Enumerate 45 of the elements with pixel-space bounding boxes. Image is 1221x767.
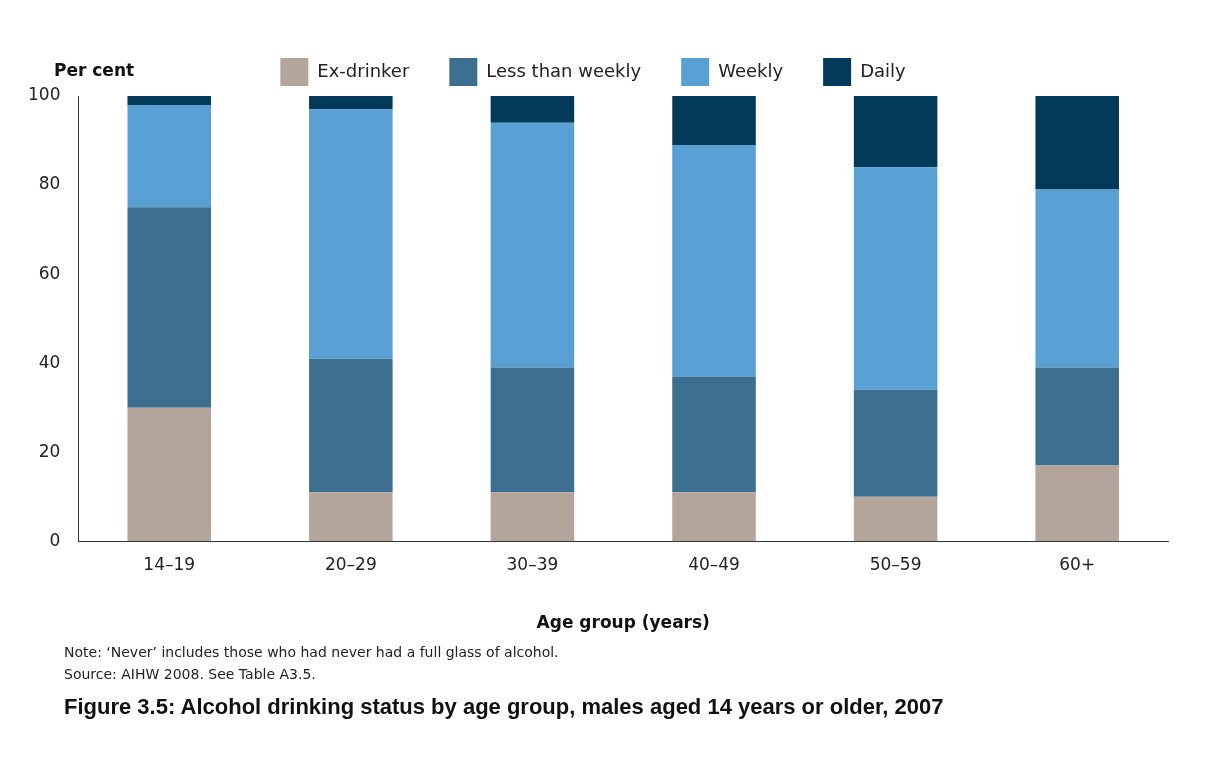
x-tick-label: 14–19	[143, 553, 196, 574]
bar	[127, 96, 212, 105]
bar	[309, 109, 393, 359]
bar	[1035, 465, 1119, 542]
y-tick-label: 40	[38, 351, 61, 372]
legend-label: Less than weekly	[486, 59, 642, 81]
bar	[490, 492, 575, 542]
bar	[672, 376, 756, 493]
bar	[672, 144, 756, 377]
legend-label: Weekly	[718, 59, 784, 81]
bar	[309, 96, 393, 110]
text: Figure 3.5: Alcohol drinking status by age group, males aged 14 years or older, 2007	[64, 694, 945, 720]
legend-label: Daily	[860, 59, 907, 81]
x-tick-label: 20–29	[324, 553, 377, 574]
bar	[853, 496, 938, 542]
bar	[853, 167, 938, 390]
bar	[309, 358, 393, 493]
bar	[672, 96, 756, 145]
bar	[1035, 96, 1119, 190]
bar	[490, 122, 575, 368]
y-axis-title: Per cent	[54, 59, 135, 80]
bar	[127, 407, 212, 542]
bar	[127, 104, 212, 208]
y-tick-label: 60	[38, 262, 61, 283]
bar	[127, 207, 212, 408]
bar	[490, 96, 575, 123]
y-tick-label: 0	[49, 529, 61, 550]
x-tick-label: 60+	[1059, 553, 1096, 574]
bar	[853, 389, 938, 497]
x-tick-label: 50–59	[869, 553, 922, 574]
x-axis-title: Age group (years)	[536, 612, 710, 633]
bar	[490, 367, 575, 493]
bar	[672, 492, 756, 542]
bar	[1035, 367, 1119, 466]
x-tick-label: 30–39	[506, 553, 559, 574]
source-note: Source: AIHW 2008. See Table A3.5.	[64, 666, 317, 682]
bar	[1035, 189, 1119, 368]
y-tick-label: 100	[27, 84, 61, 105]
y-tick-label: 80	[38, 173, 61, 194]
y-tick-label: 20	[38, 440, 61, 461]
text: Note: ‘Never’ includes those who had never had a full glass of alcohol.	[64, 644, 560, 660]
x-tick-label: 40–49	[688, 553, 740, 574]
legend-label: Ex-drinker	[317, 59, 410, 81]
bar	[309, 492, 393, 542]
bar	[853, 96, 938, 168]
